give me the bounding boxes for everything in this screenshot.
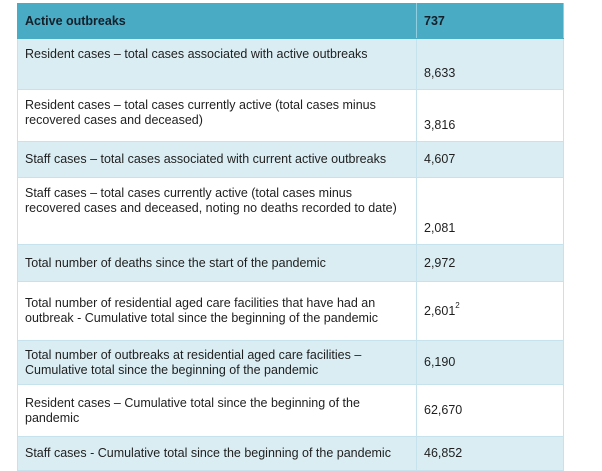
row-value: 2,081 — [416, 177, 564, 245]
table-row: Total number of deaths since the start o… — [17, 244, 564, 282]
table-row: Staff cases - Cumulative total since the… — [17, 436, 564, 471]
row-value: 3,816 — [416, 89, 564, 142]
row-label: Staff cases – total cases associated wit… — [17, 141, 417, 178]
table-row: Resident cases – total cases associated … — [17, 38, 564, 90]
table-row: Staff cases – total cases associated wit… — [17, 141, 564, 178]
footnote-marker: 2 — [455, 301, 460, 311]
table-row: Resident cases – Cumulative total since … — [17, 384, 564, 437]
row-value: 4,607 — [416, 141, 564, 178]
row-label: Resident cases – total cases currently a… — [17, 89, 417, 142]
outbreak-statistics-table: Active outbreaks 737 Resident cases – to… — [17, 3, 564, 471]
table-row: Staff cases – total cases currently acti… — [17, 177, 564, 245]
row-value: 2,6012 — [416, 281, 564, 341]
row-label: Total number of deaths since the start o… — [17, 244, 417, 282]
table-header-row: Active outbreaks 737 — [17, 3, 564, 39]
row-value: 2,972 — [416, 244, 564, 282]
row-value-number: 2,601 — [424, 303, 456, 318]
row-label: Resident cases – total cases associated … — [17, 38, 417, 90]
row-label: Staff cases – total cases currently acti… — [17, 177, 417, 245]
row-value: 8,633 — [416, 38, 564, 90]
table-row: Total number of residential aged care fa… — [17, 281, 564, 341]
row-value: 6,190 — [416, 340, 564, 385]
row-value: 46,852 — [416, 436, 564, 471]
row-label: Total number of outbreaks at residential… — [17, 340, 417, 385]
row-label: Total number of residential aged care fa… — [17, 281, 417, 341]
row-label: Staff cases - Cumulative total since the… — [17, 436, 417, 471]
row-label: Resident cases – Cumulative total since … — [17, 384, 417, 437]
row-value: 62,670 — [416, 384, 564, 437]
table-row: Resident cases – total cases currently a… — [17, 89, 564, 142]
header-label: Active outbreaks — [17, 3, 417, 39]
header-value: 737 — [416, 3, 564, 39]
table-row: Total number of outbreaks at residential… — [17, 340, 564, 385]
